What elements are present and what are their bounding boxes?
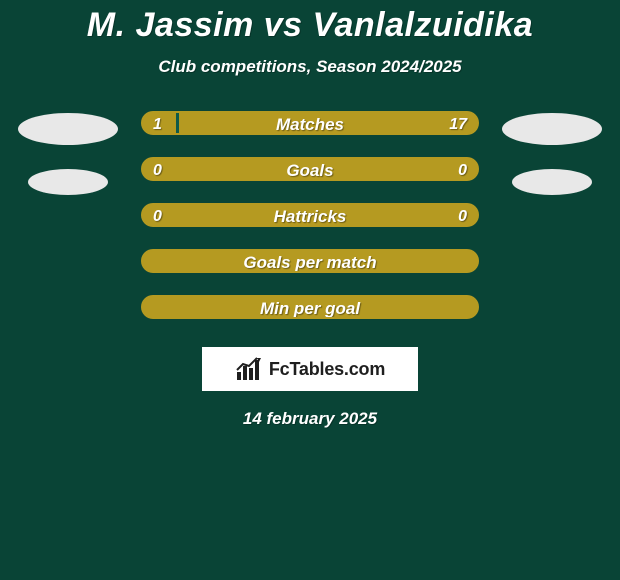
logo-box: FcTables.com [202,347,418,391]
stat-bars: 117Matches 00Goals 00Hattricks Goals per ma… [141,111,479,319]
stat-label: Min per goal [143,297,477,319]
stat-bar: Goals per match [141,249,479,273]
stat-label: Goals [143,159,477,181]
comparison-canvas: M. Jassim vs Vanlalzuidika Club competit… [0,0,620,580]
logo-text: FcTables.com [269,359,385,380]
compare-area: 117Matches 00Goals 00Hattricks Goals per ma… [0,111,620,319]
bars-logo-icon [235,356,263,382]
stat-bar: 117Matches [141,111,479,135]
avatar-placeholder [502,113,602,145]
stat-bar: Min per goal [141,295,479,319]
avatar-col-right [497,111,607,195]
date-label: 14 february 2025 [0,409,620,429]
stat-label: Hattricks [143,205,477,227]
stat-bar: 00Goals [141,157,479,181]
subtitle: Club competitions, Season 2024/2025 [0,57,620,77]
stat-label: Goals per match [143,251,477,273]
stat-label: Matches [143,113,477,135]
stat-bar: 00Hattricks [141,203,479,227]
avatar-placeholder [28,169,108,195]
avatar-col-left [13,111,123,195]
page-title: M. Jassim vs Vanlalzuidika [0,0,620,45]
avatar-placeholder [512,169,592,195]
avatar-placeholder [18,113,118,145]
